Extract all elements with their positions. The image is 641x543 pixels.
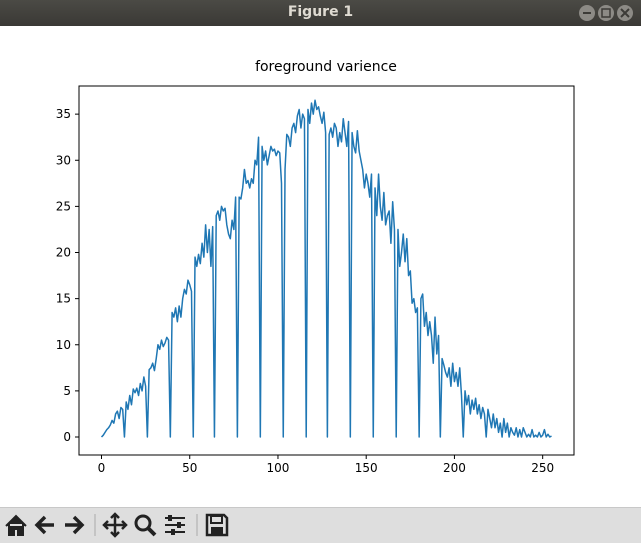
x-tick-label: 150 <box>355 461 378 475</box>
y-tick-label: 25 <box>56 199 71 213</box>
x-tick-label: 200 <box>443 461 466 475</box>
y-tick-label: 0 <box>63 430 71 444</box>
y-tick-label: 15 <box>56 292 71 306</box>
window-controls <box>579 5 633 21</box>
x-tick-label: 250 <box>531 461 554 475</box>
y-tick-label: 30 <box>56 153 71 167</box>
chart-title: foreground varience <box>255 59 397 75</box>
maximize-button[interactable] <box>598 5 614 21</box>
y-tick-label: 10 <box>56 338 71 352</box>
zoom-button[interactable] <box>132 512 158 538</box>
x-tick-label: 0 <box>98 461 106 475</box>
back-button[interactable] <box>32 512 58 538</box>
y-tick-label: 20 <box>56 246 71 260</box>
data-line <box>100 99 552 438</box>
forward-button[interactable] <box>61 512 87 538</box>
save-button[interactable] <box>204 512 230 538</box>
figure: foreground varience 0 50 100 150 200 250 0 5 10 1… <box>56 59 575 475</box>
minimize-button[interactable] <box>579 5 595 21</box>
subplots-button[interactable] <box>162 512 188 538</box>
separator <box>196 514 198 536</box>
x-tick-label: 100 <box>267 461 290 475</box>
title-bar: Figure 1 <box>0 0 641 26</box>
pan-button[interactable] <box>102 512 128 538</box>
y-tick-label: 35 <box>56 107 71 121</box>
y-tick-label: 5 <box>63 384 71 398</box>
window-title: Figure 1 <box>287 4 354 20</box>
separator <box>94 514 96 536</box>
close-button[interactable] <box>617 5 633 21</box>
toolbar <box>0 507 641 543</box>
x-tick-label: 50 <box>182 461 197 475</box>
home-button[interactable] <box>3 512 29 538</box>
